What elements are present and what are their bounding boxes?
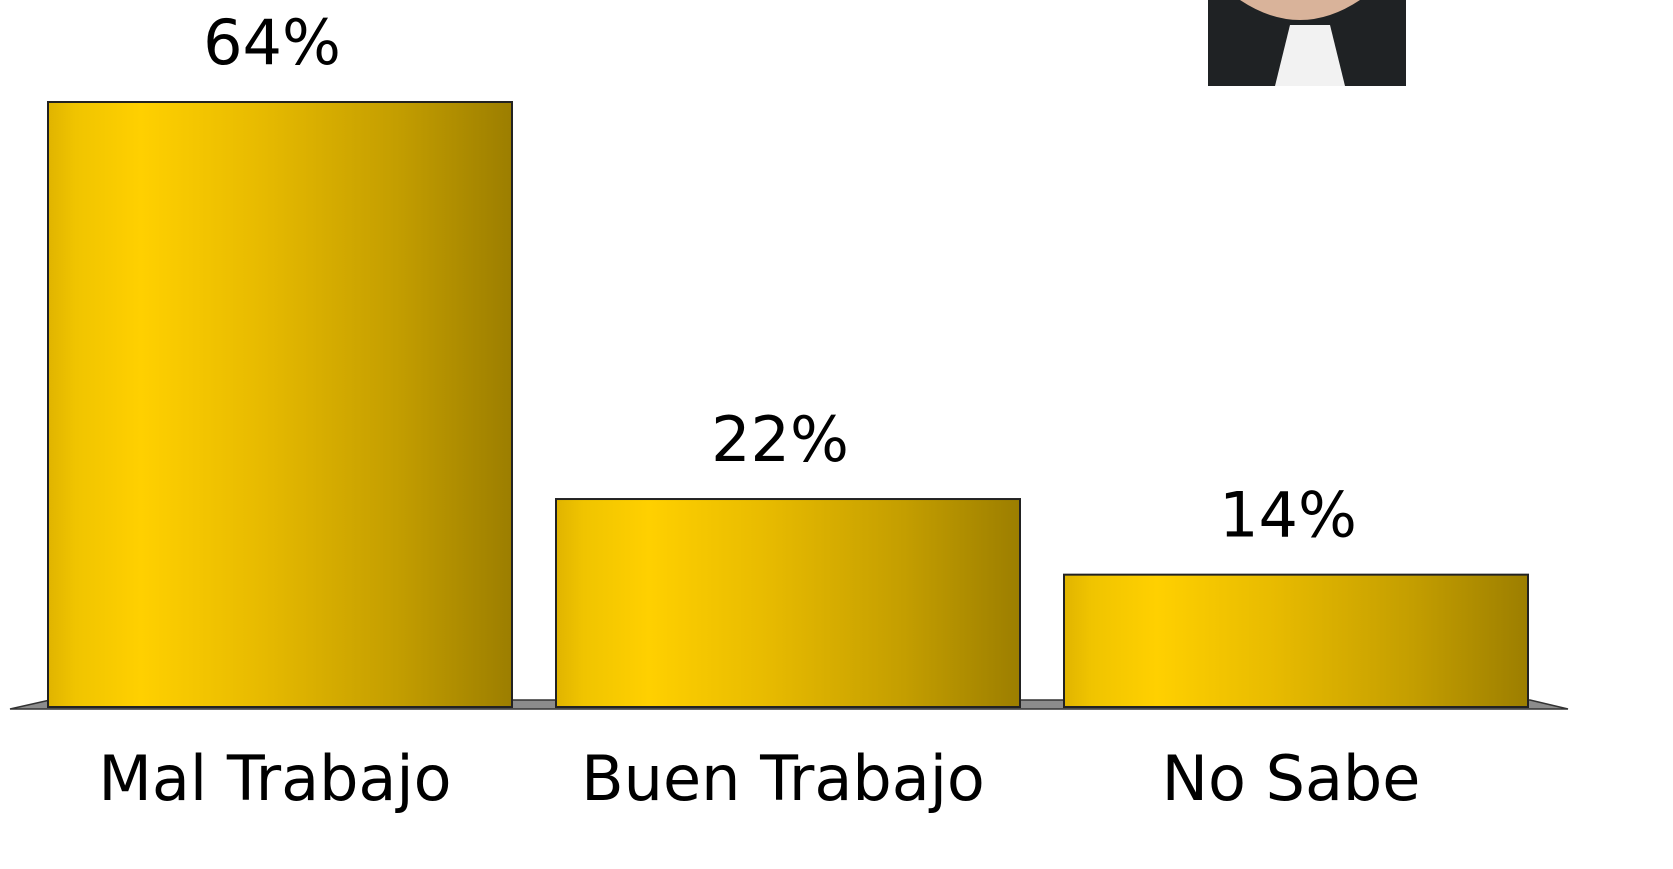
value-label: 14% (1219, 479, 1357, 552)
value-label: 64% (203, 6, 341, 79)
category-label: Buen Trabajo (581, 742, 985, 815)
category-label: No Sabe (1162, 742, 1421, 815)
value-label: 22% (711, 403, 849, 476)
bar (47, 101, 513, 708)
photo (1208, 0, 1406, 86)
bar (1063, 573, 1529, 708)
category-label: Mal Trabajo (98, 742, 451, 815)
bar (555, 498, 1021, 708)
